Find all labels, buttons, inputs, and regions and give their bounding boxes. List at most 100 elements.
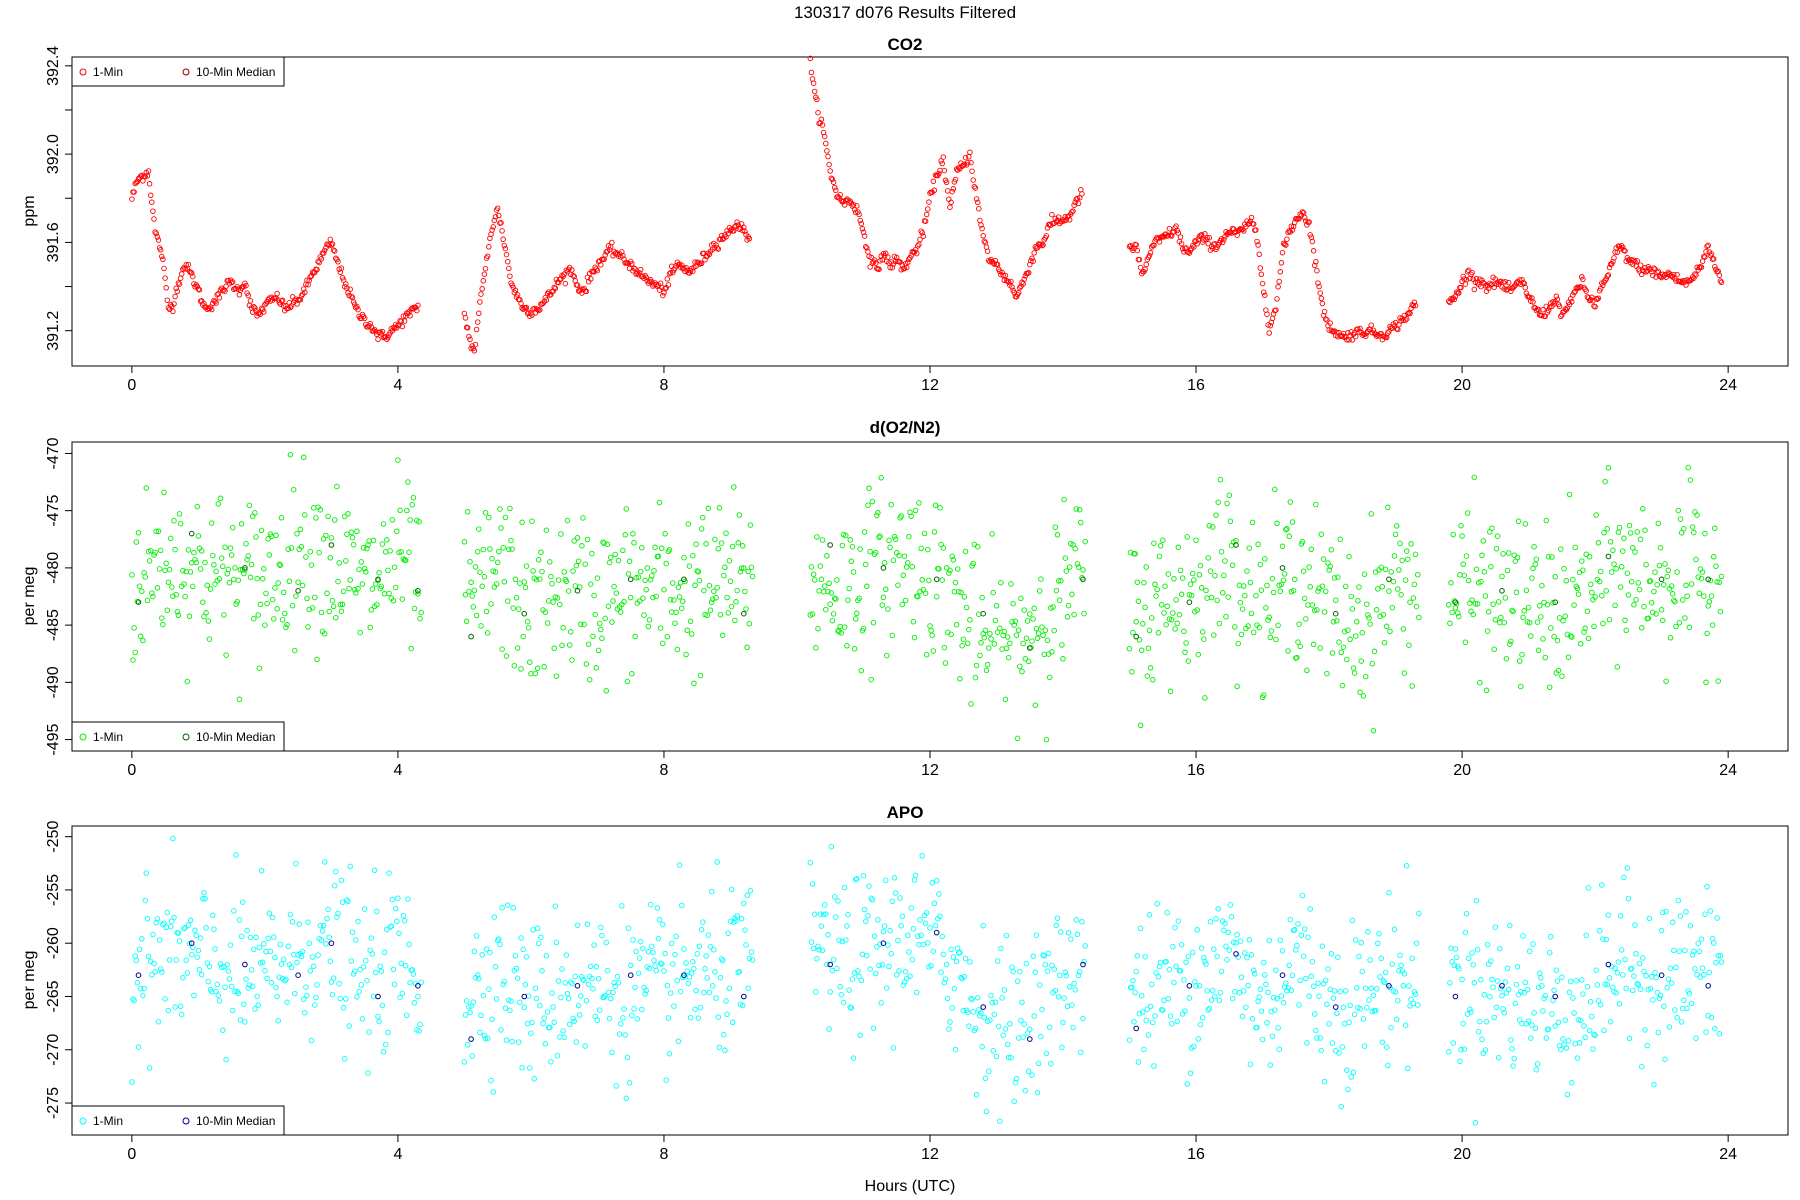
apo-point [739, 1002, 746, 1009]
apo-point [745, 985, 751, 991]
co2-point [1316, 283, 1322, 290]
o2n2-point [1173, 597, 1179, 603]
co2-point [1062, 213, 1068, 220]
apo-point [817, 911, 824, 917]
o2n2-point [528, 670, 534, 677]
apo-point [184, 970, 191, 976]
apo-point [242, 1019, 248, 1025]
co2-point [952, 176, 959, 183]
co2-point [1310, 248, 1317, 254]
o2n2-point [1523, 587, 1530, 594]
apo-point [657, 960, 664, 966]
co2-point [379, 328, 386, 335]
o2n2-point [1514, 554, 1521, 561]
co2-point [1650, 272, 1656, 279]
o2n2-point [364, 545, 370, 552]
o2n2-point [1625, 592, 1632, 598]
apo-point [282, 977, 288, 984]
co2-point [551, 284, 557, 291]
co2-point [814, 96, 820, 103]
o2n2-point [649, 573, 655, 579]
apo-point [1293, 947, 1299, 953]
apo-point [875, 917, 881, 923]
apo-point [1177, 968, 1184, 974]
apo-point [1698, 936, 1705, 942]
apo-point [852, 876, 859, 883]
o2n2-point [1247, 579, 1254, 586]
apo-point [1299, 892, 1306, 899]
apo-point [1278, 993, 1285, 999]
apo-point [891, 875, 898, 881]
apo-point [615, 979, 622, 986]
o2n2-point [1034, 635, 1041, 642]
o2n2-point [1395, 586, 1401, 592]
apo-point [1519, 1020, 1525, 1027]
apo-point [494, 937, 501, 944]
apo-point [1646, 915, 1653, 922]
apo-point [1344, 1067, 1350, 1073]
apo-point [1467, 1006, 1473, 1012]
apo-point [1382, 969, 1389, 976]
o2n2-point [1450, 531, 1456, 538]
apo-point [1183, 959, 1189, 966]
o2n2-point [898, 513, 904, 519]
apo-point [1134, 953, 1141, 959]
co2-x-tick-label: 8 [660, 377, 669, 394]
o2n2-point [1671, 597, 1677, 603]
o2n2-point [1019, 668, 1025, 675]
o2n2-point [1294, 654, 1300, 661]
apo-point [211, 926, 217, 932]
o2n2-point [1214, 597, 1220, 604]
o2n2-point [131, 625, 137, 631]
o2n2-point [525, 624, 532, 631]
o2n2-median-point [1552, 599, 1558, 606]
apo-point [1338, 1103, 1345, 1110]
apo-point [300, 996, 307, 1003]
o2n2-point [1167, 688, 1174, 695]
co2-point [1071, 202, 1077, 208]
co2-point [1357, 325, 1363, 332]
apo-point [385, 1029, 391, 1036]
apo-point [616, 1031, 623, 1037]
apo-point [523, 954, 530, 960]
o2n2-point [353, 590, 359, 596]
apo-median-point [1552, 993, 1558, 1000]
o2n2-point [1652, 569, 1658, 575]
o2n2-point [218, 555, 225, 561]
apo-point [1357, 1006, 1363, 1012]
apo-point [602, 993, 608, 999]
apo-point [748, 949, 755, 955]
apo-point [218, 964, 225, 971]
co2-point [1651, 265, 1657, 271]
o2n2-median-point [1027, 645, 1033, 651]
apo-point [1324, 1001, 1330, 1008]
co2-point [1255, 242, 1261, 248]
co2-point [1008, 278, 1014, 285]
co2-point [140, 178, 146, 184]
o2n2-point [1624, 570, 1631, 576]
o2n2-point [1545, 554, 1552, 560]
o2n2-point [1181, 628, 1187, 635]
apo-y-tick-label: -260 [45, 927, 62, 959]
apo-point [535, 940, 542, 947]
apo-point [1328, 951, 1335, 957]
apo-median-point [188, 940, 195, 947]
apo-point [463, 998, 470, 1004]
apo-point [245, 985, 252, 991]
apo-point [815, 943, 821, 950]
apo-point [1452, 946, 1459, 952]
o2n2-point [1392, 531, 1399, 538]
co2-point [1260, 289, 1267, 295]
apo-point [1248, 952, 1255, 958]
co2-point [1554, 296, 1561, 302]
apo-point [1181, 977, 1187, 983]
co2-point [1577, 283, 1584, 290]
apo-point [500, 981, 506, 988]
o2n2-point [1672, 598, 1678, 605]
o2n2-point [334, 483, 340, 490]
o2n2-point [884, 652, 890, 659]
apo-point [1038, 1033, 1044, 1040]
o2n2-point [1525, 604, 1532, 611]
co2-point [309, 269, 316, 275]
apo-point [1014, 978, 1021, 984]
